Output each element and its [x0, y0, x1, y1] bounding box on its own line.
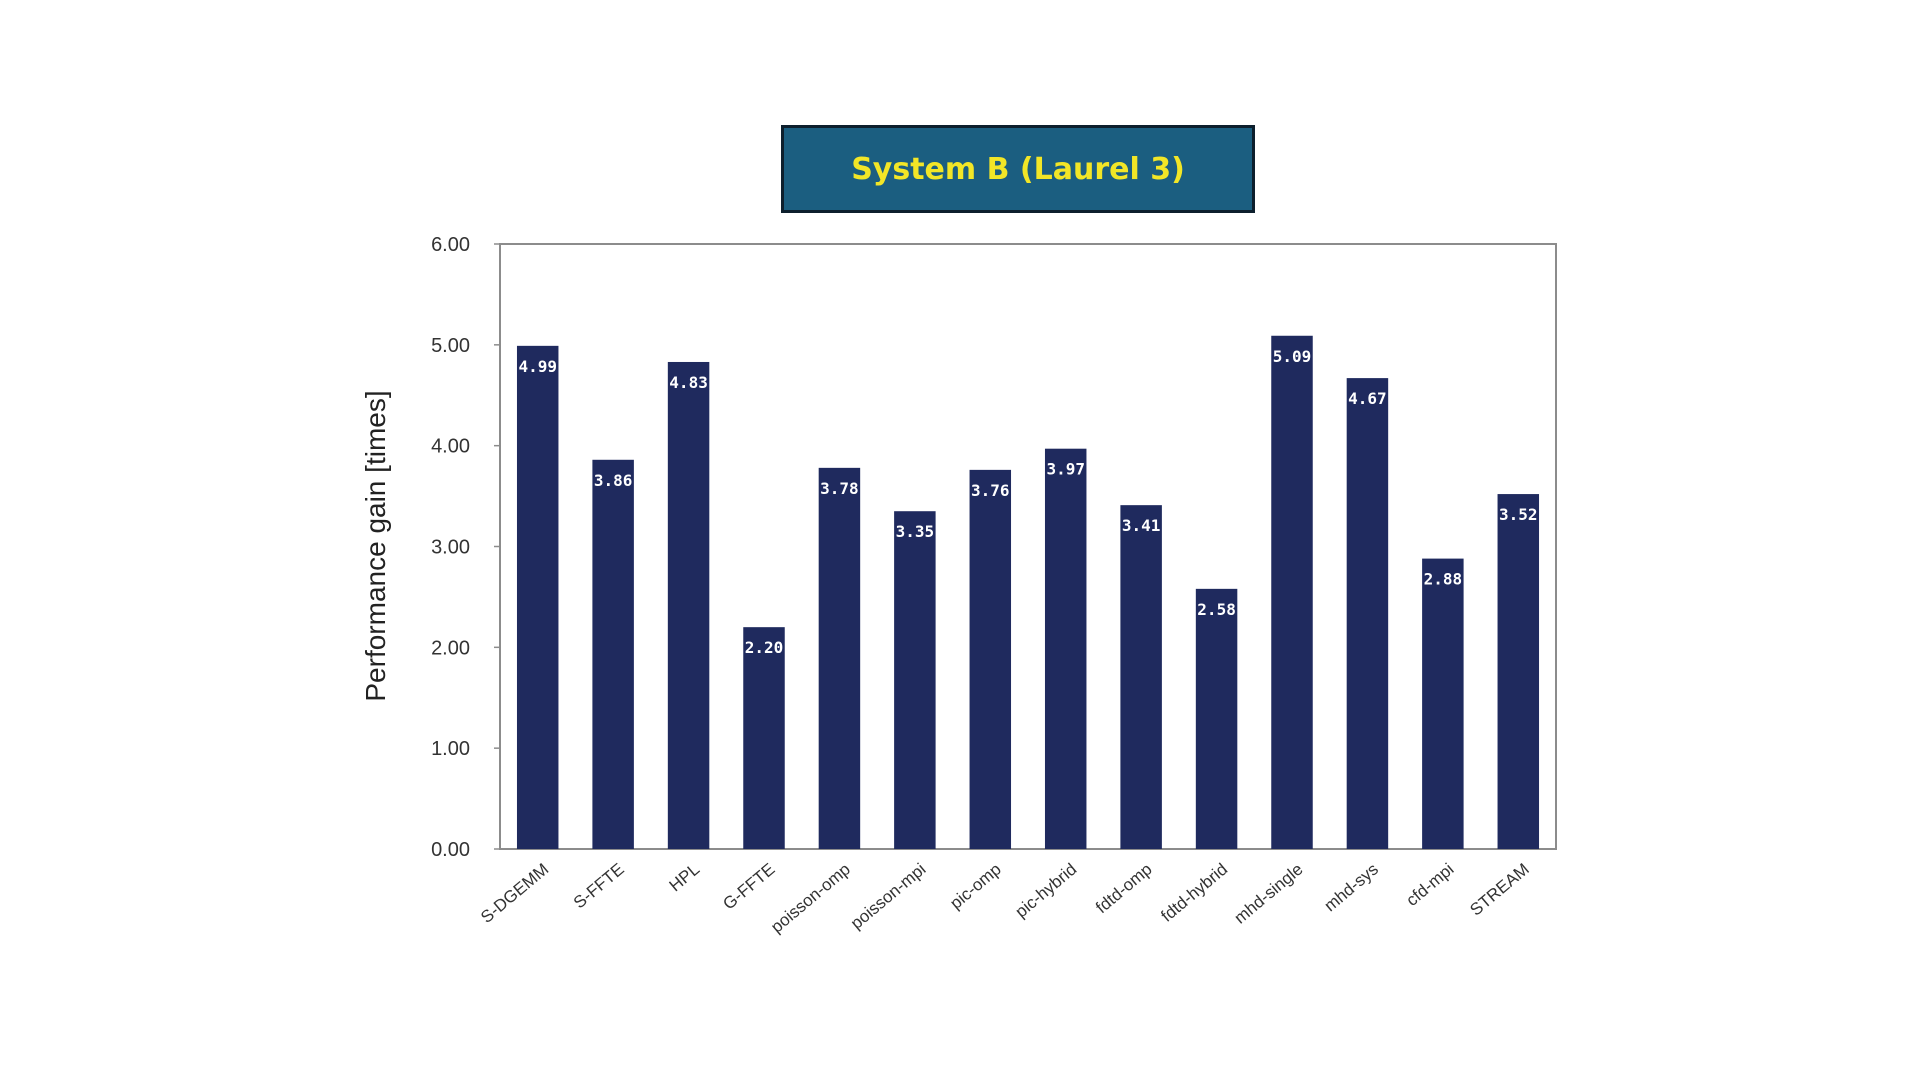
- x-category-label: G-FFTE: [719, 860, 778, 914]
- bar-value-label: 3.78: [820, 479, 859, 498]
- y-axis-ticks: 0.00 1.00 2.00 3.00 4.00 5.00 6.00: [431, 234, 500, 861]
- bar-value-label: 3.76: [971, 481, 1010, 500]
- x-category-label: poisson-omp: [767, 860, 854, 937]
- x-category-label: HPL: [666, 860, 704, 896]
- bars-group: [516, 335, 1540, 850]
- chart-title-box: System B (Laurel 3): [781, 125, 1255, 213]
- y-tick-label: 2.00: [431, 637, 470, 659]
- x-category-label: STREAM: [1466, 860, 1532, 920]
- x-category-label: poisson-mpi: [847, 860, 929, 933]
- bar-poisson-omp: [818, 467, 861, 849]
- x-category-label: mhd-sys: [1321, 860, 1382, 916]
- bar-poisson-mpi: [894, 511, 936, 849]
- bar-value-label: 5.09: [1273, 347, 1312, 366]
- x-category-label: mhd-single: [1231, 860, 1307, 928]
- x-category-label: pic-omp: [946, 860, 1005, 913]
- bar-hpl: [667, 361, 710, 849]
- bar-value-label: 2.88: [1424, 570, 1463, 589]
- bar-value-label: 3.52: [1499, 505, 1538, 524]
- y-tick-label: 3.00: [431, 537, 470, 559]
- x-category-label: cfd-mpi: [1403, 860, 1458, 910]
- bar-g-ffte: [743, 627, 785, 849]
- x-category-label: S-DGEMM: [477, 860, 552, 927]
- bar-stream: [1497, 494, 1540, 849]
- bar-cfd-mpi: [1422, 558, 1464, 849]
- y-tick-label: 1.00: [431, 738, 470, 760]
- bar-value-label: 2.58: [1197, 600, 1236, 619]
- bar-value-label: 4.83: [669, 373, 708, 392]
- x-category-label: S-FFTE: [570, 860, 628, 913]
- y-tick-label: 5.00: [431, 335, 470, 357]
- bar-value-label: 4.99: [518, 357, 557, 376]
- bar-mhd-sys: [1346, 378, 1389, 849]
- bar-fdtd-omp: [1120, 505, 1162, 849]
- y-axis-title: Performance gain [times]: [360, 390, 391, 701]
- bar-value-labels: 4.99 3.86 4.83 2.20 3.78 3.35 3.76 3.97 3.41 2.58…: [518, 347, 1537, 657]
- plot-area-frame: [499, 243, 1557, 850]
- chart-title: System B (Laurel 3): [851, 151, 1185, 187]
- bar-pic-hybrid: [1044, 448, 1087, 849]
- bar-value-label: 3.35: [896, 522, 935, 541]
- bar-value-label: 2.20: [745, 638, 784, 657]
- x-category-label: fdtd-omp: [1092, 860, 1156, 918]
- bar-pic-omp: [969, 469, 1012, 849]
- x-axis-category-labels: S-DGEMM S-FFTE HPL G-FFTEpoisson-omppoisson…: [477, 860, 1533, 937]
- x-category-label: fdtd-hybrid: [1157, 860, 1231, 926]
- bar-value-label: 4.67: [1348, 389, 1387, 408]
- bar-mhd-single: [1271, 335, 1313, 850]
- x-category-label: pic-hybrid: [1012, 860, 1081, 922]
- y-tick-label: 0.00: [431, 839, 470, 861]
- bar-value-label: 3.86: [594, 471, 633, 490]
- bar-value-label: 3.41: [1122, 516, 1161, 535]
- y-tick-label: 6.00: [431, 234, 470, 256]
- y-tick-label: 4.00: [431, 436, 470, 458]
- bar-fdtd-hybrid: [1195, 588, 1238, 849]
- bar-s-ffte: [592, 459, 634, 849]
- bar-s-dgemm: [516, 345, 559, 849]
- bar-value-label: 3.97: [1046, 460, 1085, 479]
